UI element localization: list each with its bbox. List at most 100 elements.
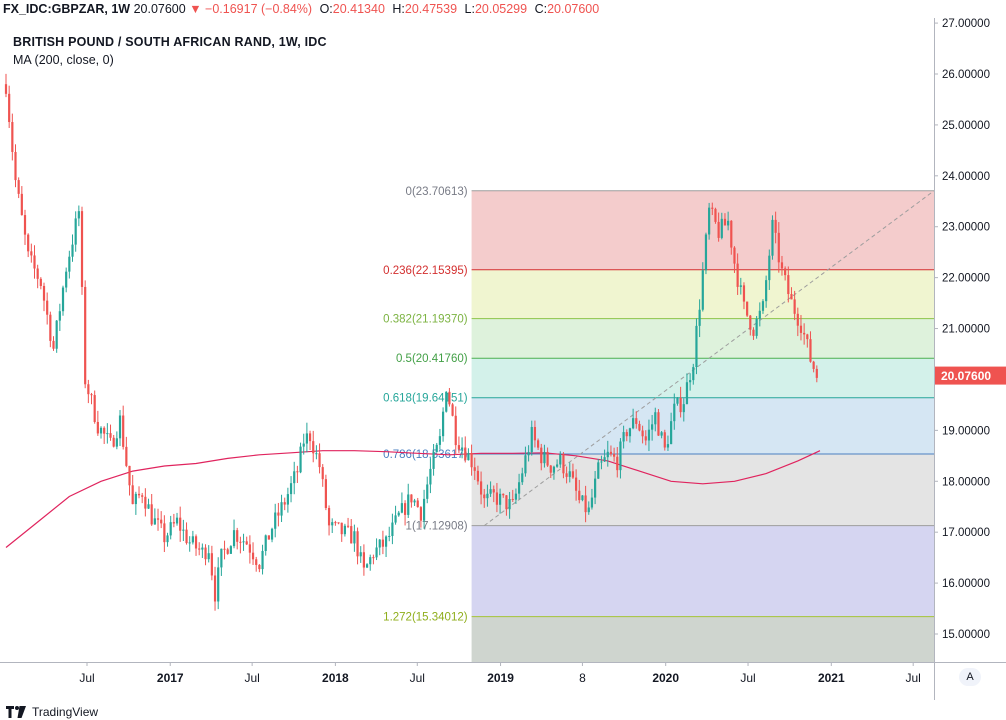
low-value: 20.05299 [474, 2, 528, 16]
candle [179, 506, 182, 542]
candle [568, 462, 571, 483]
candle [397, 510, 400, 517]
candle [698, 299, 701, 338]
candle [337, 522, 340, 525]
x-tick-label: 2020 [652, 671, 679, 685]
candle [4, 73, 8, 98]
symbol-name[interactable]: FX_IDC:GBPZAR, 1W [3, 2, 131, 16]
candle [96, 410, 99, 436]
last-price-tag-bg [935, 366, 1006, 385]
brand-name[interactable]: TradingView [32, 704, 99, 719]
candle [99, 426, 103, 439]
candle [362, 544, 365, 576]
candle [635, 411, 638, 429]
candle [46, 292, 49, 325]
candle [346, 517, 350, 529]
candle [11, 113, 14, 161]
candle [74, 211, 77, 252]
auto-scale-button[interactable]: A [959, 668, 981, 686]
candle [619, 438, 622, 479]
candle [68, 250, 71, 279]
candle [451, 402, 454, 417]
candle [375, 538, 378, 561]
x-tick-label: Jul [410, 671, 425, 685]
candle [578, 479, 581, 504]
candle [30, 243, 33, 263]
candle [714, 207, 717, 224]
price-change: ▼ −0.16917 (−0.84%) [189, 2, 313, 16]
candle [559, 451, 562, 468]
candle [331, 518, 334, 534]
candle [746, 301, 749, 317]
x-tick-label: Jul [79, 671, 94, 685]
candle [251, 542, 255, 565]
candle [137, 486, 141, 499]
candle [679, 386, 682, 418]
candle [445, 391, 448, 413]
candle [438, 428, 442, 450]
candle [353, 524, 356, 552]
candle [166, 532, 169, 547]
candle [23, 209, 27, 245]
candle [308, 430, 312, 451]
candle [806, 333, 809, 348]
candle [312, 430, 315, 463]
candle [555, 459, 559, 468]
candle [334, 520, 337, 526]
candle [264, 534, 267, 556]
candle [182, 519, 185, 542]
candle [207, 545, 210, 563]
candle [692, 363, 695, 385]
candle [581, 495, 584, 502]
price-axis[interactable]: 15.00000 16.00000 17.00000 18.00000 19.00000… [934, 18, 990, 641]
candle [229, 545, 232, 554]
candle [498, 488, 502, 514]
candle [27, 233, 30, 258]
candle [42, 282, 46, 312]
candle [701, 262, 704, 312]
y-tick-label: 23.00000 [942, 222, 990, 234]
last-price-tag: 20.07600 [935, 366, 1006, 385]
fib-trend-line [483, 190, 935, 527]
candle [632, 408, 635, 430]
candle [261, 544, 264, 575]
candle [213, 566, 217, 611]
x-tick-label: 2021 [818, 671, 845, 685]
y-tick-label: 16.00000 [942, 578, 990, 590]
time-axis[interactable]: Jul 2017 Jul 2018 Jul 2019 8 2020 Jul 2021 Jul [79, 662, 921, 685]
indicator-legend[interactable]: MA (200, close, 0) [13, 53, 114, 67]
candle [172, 513, 175, 528]
candle [689, 373, 692, 391]
candle [258, 564, 261, 573]
candle [125, 436, 128, 468]
candle [613, 447, 616, 462]
candle [324, 474, 327, 511]
candle [514, 488, 518, 504]
candle [318, 443, 321, 474]
candle [118, 410, 122, 447]
candle [600, 455, 603, 470]
candle [742, 282, 746, 310]
candle [296, 465, 299, 484]
fib-zones [471, 190, 934, 662]
candle [305, 422, 308, 453]
candle [575, 469, 578, 501]
low-label: L: [464, 2, 475, 16]
fib-zone-0 [471, 190, 934, 270]
candle [479, 471, 483, 505]
candle [248, 535, 251, 564]
candle [676, 397, 679, 406]
candle [239, 536, 242, 554]
candle [340, 522, 343, 542]
candle [486, 484, 489, 507]
candle [65, 267, 68, 293]
fib-levels [471, 190, 934, 618]
candle [508, 491, 511, 519]
candle [283, 497, 286, 511]
candle [457, 436, 461, 453]
candle [198, 542, 201, 556]
candle [657, 409, 660, 436]
candle [752, 327, 755, 340]
candle [153, 508, 156, 525]
